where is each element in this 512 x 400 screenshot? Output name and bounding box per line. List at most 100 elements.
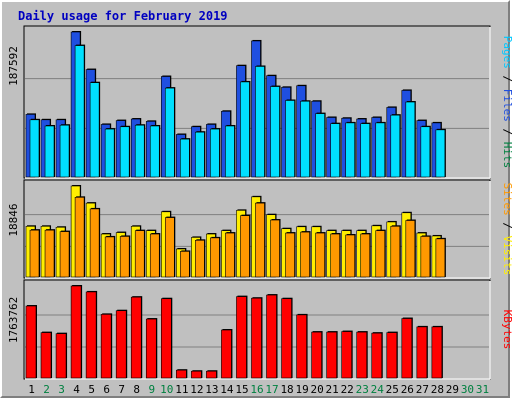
chart-panels: 187592 Pages / Files / Hits 18846 Sites / V…: [7, 25, 512, 380]
bar-sites-day-20: [315, 232, 326, 278]
bar-sites-day-16: [255, 202, 266, 278]
x-tick-label-day-25: 25: [386, 383, 399, 396]
bar-sites-day-28: [435, 237, 446, 278]
bar-sites-day-11: [180, 250, 191, 278]
bar-kbytes-day-15: [236, 295, 248, 379]
bar-kbytes-day-6: [100, 313, 113, 379]
x-tick-label-day-20: 20: [311, 383, 324, 396]
bar-files-day-4: [74, 44, 86, 178]
bar-files-day-28: [435, 128, 446, 178]
bar-sites-day-10: [164, 216, 176, 278]
x-tick-label-day-23: 23: [356, 383, 369, 396]
bar-files-day-13: [210, 128, 221, 178]
x-tick-label-day-16: 16: [250, 383, 263, 396]
bar-kbytes-day-8: [130, 296, 143, 379]
bar-sites-day-26: [405, 219, 416, 278]
x-tick-label-day-31: 31: [476, 383, 489, 396]
bar-sites-day-1: [29, 229, 40, 278]
bar-sites-day-7: [119, 235, 131, 278]
bar-kbytes-day-4: [70, 285, 83, 379]
x-tick-label-day-21: 21: [326, 383, 339, 396]
x-axis-day-labels: 1 2 3 4 5 6 7 8 9 10 11 12 13 14 15 16 17 18 19 20 21 22 23 24 2…: [28, 383, 489, 396]
x-tick-label-day-12: 12: [190, 383, 203, 396]
bar-sites-day-19: [300, 231, 311, 278]
bar-files-day-25: [390, 114, 401, 178]
bar-kbytes-day-26: [401, 317, 413, 379]
y-max-label: 187592: [7, 46, 20, 86]
x-tick-label-day-6: 6: [103, 383, 110, 396]
x-tick-label-day-4: 4: [73, 383, 80, 396]
series-legend-label: Sites / Visits: [501, 183, 512, 276]
bar-sites-day-8: [134, 229, 146, 278]
bar-sites-day-12: [195, 239, 206, 278]
chart-title: Daily usage for February 2019: [18, 9, 228, 23]
x-tick-label-day-17: 17: [265, 383, 278, 396]
x-tick-label-day-3: 3: [58, 383, 65, 396]
x-tick-label-day-2: 2: [43, 383, 50, 396]
x-tick-label-day-22: 22: [341, 383, 354, 396]
y-max-label: 18846: [7, 203, 20, 236]
bar-files-day-14: [225, 124, 236, 178]
x-tick-label-day-1: 1: [28, 383, 35, 396]
bar-kbytes-day-2: [40, 331, 53, 379]
bar-sites-day-6: [104, 235, 116, 278]
bar-files-day-12: [195, 131, 206, 178]
bar-files-day-27: [420, 125, 431, 178]
series-legend-label: KBytes: [501, 310, 512, 350]
bar-kbytes-day-14: [221, 329, 233, 379]
bar-files-day-21: [330, 122, 341, 178]
bar-sites-day-9: [149, 233, 161, 278]
bar-kbytes-day-13: [206, 370, 218, 379]
legend-part: /: [501, 216, 512, 236]
legend-part: Sites: [501, 183, 512, 216]
legend-part: Pages: [501, 36, 512, 69]
bar-files-day-20: [315, 112, 326, 178]
bar-sites-day-15: [240, 214, 251, 278]
panel-visits-sites: 18846 Sites / Visits: [7, 179, 512, 279]
bar-kbytes-day-27: [416, 325, 428, 379]
legend-part: KBytes: [501, 310, 512, 350]
legend-part: /: [501, 122, 512, 142]
bar-sites-day-25: [390, 225, 401, 278]
bar-kbytes-day-16: [251, 297, 263, 379]
bar-files-day-5: [89, 81, 101, 178]
bar-kbytes-day-28: [431, 325, 443, 379]
bar-sites-day-17: [270, 219, 281, 278]
bar-kbytes-day-20: [311, 331, 323, 379]
bar-kbytes-day-7: [115, 309, 128, 379]
bar-sites-day-3: [59, 230, 71, 278]
bar-sites-day-4: [74, 196, 86, 278]
bar-files-day-3: [59, 124, 71, 178]
bar-sites-day-2: [44, 229, 56, 278]
bar-kbytes-day-5: [85, 290, 98, 379]
bar-kbytes-day-1: [25, 305, 37, 379]
legend-part: Visits: [501, 236, 512, 276]
bar-files-day-17: [270, 85, 281, 178]
bar-kbytes-day-24: [371, 332, 383, 379]
bar-files-day-15: [240, 80, 251, 178]
bar-kbytes-day-3: [55, 332, 68, 379]
bar-files-day-24: [375, 121, 386, 178]
bar-files-day-22: [345, 121, 356, 178]
panel-hits-files-pages: 187592 Pages / Files / Hits: [7, 25, 512, 179]
x-tick-label-day-26: 26: [401, 383, 414, 396]
series-legend-label: Pages / Files / Hits: [501, 36, 512, 169]
bar-kbytes-day-10: [160, 297, 173, 379]
bar-files-day-8: [134, 124, 146, 178]
x-tick-label-day-5: 5: [88, 383, 95, 396]
legend-part: /: [501, 69, 512, 89]
bar-kbytes-day-23: [356, 331, 368, 379]
bar-kbytes-day-21: [326, 331, 338, 379]
legend-part: Files: [501, 89, 512, 122]
bar-files-day-9: [149, 124, 161, 178]
bar-kbytes-day-12: [191, 370, 203, 379]
bar-kbytes-day-25: [386, 331, 398, 379]
x-tick-label-day-7: 7: [118, 383, 125, 396]
bar-files-day-19: [300, 100, 311, 178]
panel-kbytes: 1763762 KBytes: [7, 279, 512, 380]
x-tick-label-day-24: 24: [371, 383, 385, 396]
bar-kbytes-day-11: [176, 369, 188, 379]
bar-kbytes-day-22: [341, 330, 353, 379]
bar-kbytes-day-17: [266, 294, 278, 379]
